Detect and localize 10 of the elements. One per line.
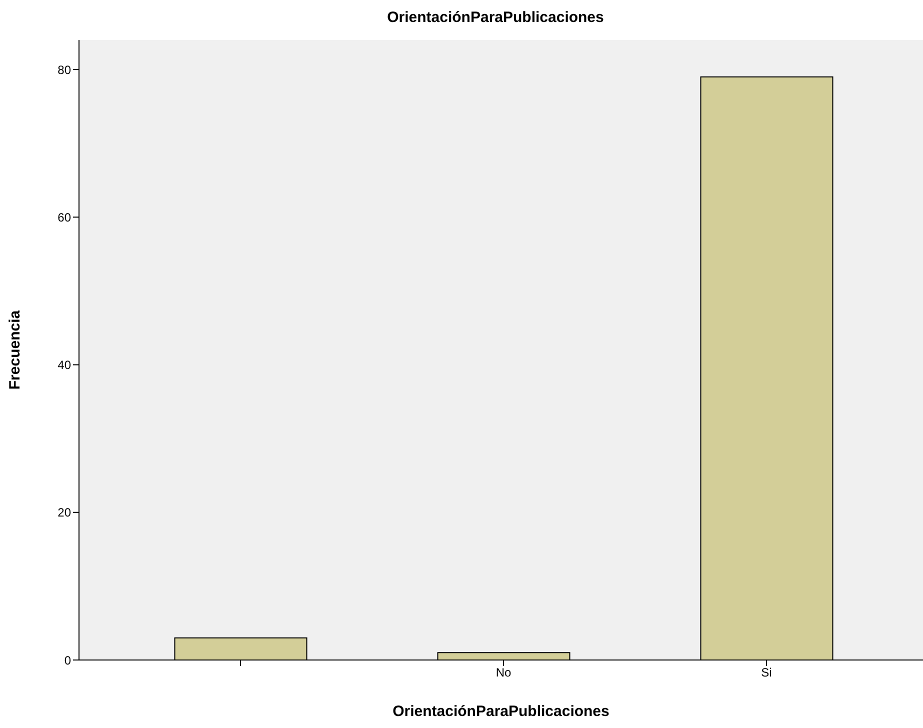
y-axis-title: Frecuencia [6,310,24,390]
y-tick-label: 40 [58,358,72,372]
x-tick-label: Si [761,666,772,680]
y-tick-label: 80 [58,62,72,77]
y-tick-label: 0 [64,653,72,668]
y-tick-label: 20 [58,506,72,520]
chart-title: OrientaciónParaPublicaciones [386,8,605,28]
x-tick-label: No [496,666,512,680]
x-axis-title: OrientaciónParaPublicaciones [392,703,610,720]
y-tick-label: 60 [58,210,72,224]
